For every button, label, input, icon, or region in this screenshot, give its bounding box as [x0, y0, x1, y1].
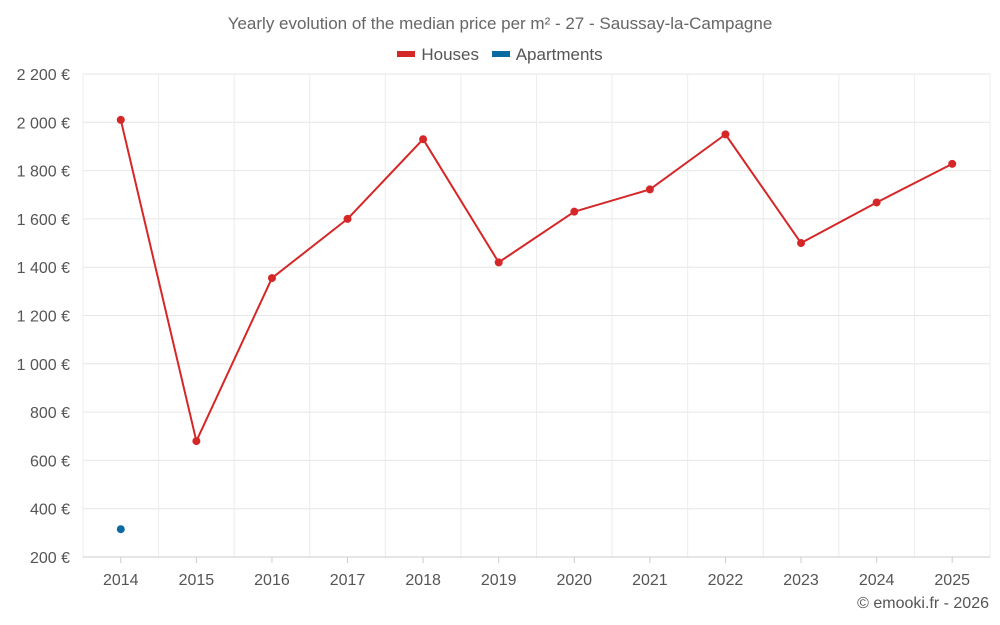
x-tick-label: 2018 — [405, 572, 441, 589]
legend-item-houses[interactable]: Houses — [397, 45, 479, 65]
y-tick-label: 2 000 € — [17, 115, 70, 132]
x-tick-label: 2015 — [179, 572, 215, 589]
data-point-houses-2025[interactable] — [948, 159, 957, 168]
data-point-houses-2023[interactable] — [797, 239, 806, 248]
series-line-houses — [119, 119, 953, 443]
data-point-houses-2024[interactable] — [872, 198, 881, 207]
data-point-apartments-2014[interactable] — [116, 525, 125, 534]
x-tick-label: 2019 — [481, 572, 517, 589]
y-tick-label: 600 € — [30, 453, 70, 470]
y-tick-label: 1 200 € — [17, 309, 70, 326]
x-tick-label: 2014 — [103, 572, 139, 589]
x-tick-label: 2021 — [632, 572, 668, 589]
data-point-houses-2015[interactable] — [192, 437, 201, 446]
x-tick-label: 2023 — [783, 572, 819, 589]
data-point-houses-2019[interactable] — [494, 258, 503, 267]
data-point-houses-2020[interactable] — [570, 207, 579, 216]
y-tick-label: 1 400 € — [17, 260, 70, 277]
data-point-houses-2016[interactable] — [267, 274, 276, 283]
data-point-houses-2017[interactable] — [343, 214, 352, 223]
y-tick-label: 1 600 € — [17, 212, 70, 229]
y-tick-label: 400 € — [30, 502, 70, 519]
y-tick-label: 2 200 € — [17, 67, 70, 84]
legend: Houses Apartments — [0, 45, 1000, 65]
y-tick-label: 1 800 € — [17, 164, 70, 181]
data-point-houses-2021[interactable] — [645, 185, 654, 194]
legend-item-apartments[interactable]: Apartments — [491, 45, 603, 65]
y-tick-label: 200 € — [30, 550, 70, 567]
legend-label-houses: Houses — [421, 45, 479, 64]
y-tick-label: 800 € — [30, 405, 70, 422]
x-tick-label: 2024 — [859, 572, 895, 589]
chart-title: Yearly evolution of the median price per… — [227, 14, 773, 33]
x-tick-label: 2022 — [708, 572, 744, 589]
legend-label-apartments: Apartments — [515, 45, 603, 64]
y-tick-label: 1 000 € — [17, 357, 70, 374]
data-point-houses-2018[interactable] — [419, 135, 428, 144]
data-point-houses-2022[interactable] — [721, 130, 730, 139]
x-tick-label: 2016 — [254, 572, 290, 589]
copyright-text: © emooki.fr - 2026 — [857, 595, 989, 612]
legend-swatch-houses — [397, 50, 416, 57]
x-tick-label: 2017 — [330, 572, 366, 589]
x-tick-label: 2025 — [934, 572, 970, 589]
data-point-houses-2014[interactable] — [116, 115, 125, 124]
x-tick-label: 2020 — [556, 572, 592, 589]
legend-swatch-apartments — [491, 50, 510, 57]
